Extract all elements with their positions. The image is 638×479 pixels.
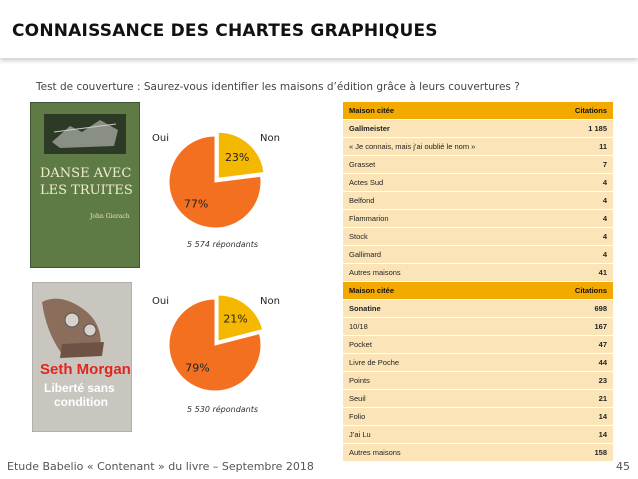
- table-row: Gallimard 4: [343, 245, 613, 264]
- table-row: Stock 4: [343, 227, 613, 246]
- pie-slice-oui: [217, 131, 265, 179]
- pie-chart-1: 23% 77%: [160, 125, 270, 235]
- title-bar: CONNAISSANCE DES CHARTES GRAPHIQUES: [0, 0, 638, 58]
- cell-citations: 4: [541, 227, 613, 246]
- cell-publisher: Stock: [343, 227, 541, 246]
- cell-citations: 7: [541, 155, 613, 174]
- table-row: Belfond 4: [343, 191, 613, 210]
- publisher-table-1: Maison citée Citations Gallmeister 1 185 …: [343, 102, 613, 282]
- page-title: CONNAISSANCE DES CHARTES GRAPHIQUES: [12, 21, 438, 41]
- svg-text:Seth Morgan: Seth Morgan: [40, 361, 131, 378]
- table-row: Autres maisons 41: [343, 263, 613, 282]
- cell-citations: 21: [541, 389, 613, 408]
- table-header-publisher: Maison citée: [343, 282, 541, 300]
- table-header-publisher: Maison citée: [343, 102, 541, 120]
- cell-citations: 4: [541, 191, 613, 210]
- cell-publisher: Pocket: [343, 335, 541, 354]
- publisher-table-2: Maison citée Citations Sonatine 698 10/18…: [343, 282, 613, 462]
- cell-citations: 44: [541, 353, 613, 372]
- table-row: Gallmeister 1 185: [343, 119, 613, 138]
- footer-text: Etude Babelio « Contenant » du livre – S…: [7, 460, 314, 473]
- pie-data-label: 21%: [223, 313, 247, 326]
- page-number: 45: [616, 460, 630, 473]
- cell-citations: 47: [541, 335, 613, 354]
- table-header-citations: Citations: [541, 282, 613, 300]
- table-row: Pocket 47: [343, 335, 613, 354]
- cell-publisher: Points: [343, 371, 541, 390]
- table-row: Sonatine 698: [343, 299, 613, 318]
- cell-publisher: Actes Sud: [343, 173, 541, 192]
- cell-citations: 4: [541, 245, 613, 264]
- respondents-2: 5 530 répondants: [187, 405, 259, 414]
- table-row: Flammarion 4: [343, 209, 613, 228]
- legend-oui-2: Oui: [152, 296, 169, 307]
- cell-publisher: Grasset: [343, 155, 541, 174]
- cell-publisher: Belfond: [343, 191, 541, 210]
- pie-data-label: 23%: [225, 151, 249, 164]
- table-row: Livre de Poche 44: [343, 353, 613, 372]
- pie-data-label: 77%: [184, 197, 208, 210]
- cell-publisher: Sonatine: [343, 299, 541, 318]
- cell-publisher: Seuil: [343, 389, 541, 408]
- cell-citations: 167: [541, 317, 613, 336]
- pie-slice-non: [168, 135, 262, 229]
- legend-non-1: Non: [260, 133, 280, 144]
- legend-non-2: Non: [260, 296, 280, 307]
- cell-publisher: Gallmeister: [343, 119, 541, 138]
- cell-publisher: Autres maisons: [343, 263, 541, 282]
- cell-publisher: Folio: [343, 407, 541, 426]
- legend-oui-1: Oui: [152, 133, 169, 144]
- respondents-1: 5 574 répondants: [187, 240, 259, 249]
- cell-citations: 11: [541, 137, 613, 156]
- cell-publisher: « Je connais, mais j’ai oublié le nom »: [343, 137, 541, 156]
- cell-citations: 23: [541, 371, 613, 390]
- table-row: 10/18 167: [343, 317, 613, 336]
- cell-citations: 698: [541, 299, 613, 318]
- cell-publisher: J’ai Lu: [343, 425, 541, 444]
- table-row: Grasset 7: [343, 155, 613, 174]
- cover-title: DANSE AVEC: [40, 166, 131, 181]
- table-header-citations: Citations: [541, 102, 613, 120]
- svg-text:Liberté sans: Liberté sans: [44, 381, 115, 395]
- cell-publisher: Flammarion: [343, 209, 541, 228]
- cell-publisher: Gallimard: [343, 245, 541, 264]
- svg-text:LES TRUITES: LES TRUITES: [40, 183, 133, 198]
- svg-text:condition: condition: [54, 395, 108, 409]
- cell-publisher: Livre de Poche: [343, 353, 541, 372]
- cell-citations: 41: [541, 263, 613, 282]
- cell-citations: 4: [541, 173, 613, 192]
- cell-citations: 158: [541, 443, 613, 462]
- book-cover-2: Seth Morgan Liberté sans condition: [31, 281, 133, 433]
- table-row: Points 23: [343, 371, 613, 390]
- cover-author: John Gierach: [89, 213, 130, 220]
- table-row: Autres maisons 158: [343, 443, 613, 462]
- table-row: « Je connais, mais j’ai oublié le nom » 1…: [343, 137, 613, 156]
- table-row: Actes Sud 4: [343, 173, 613, 192]
- table-row: Seuil 21: [343, 389, 613, 408]
- table-row: J’ai Lu 14: [343, 425, 613, 444]
- cell-citations: 1 185: [541, 119, 613, 138]
- book-cover-1: DANSE AVEC LES TRUITES John Gierach: [29, 101, 141, 269]
- pie-slice-non: [168, 298, 262, 392]
- cell-publisher: 10/18: [343, 317, 541, 336]
- pie-chart-2: 21% 79%: [160, 288, 270, 398]
- cell-publisher: Autres maisons: [343, 443, 541, 462]
- pie-data-label: 79%: [185, 362, 209, 375]
- cell-citations: 14: [541, 425, 613, 444]
- cell-citations: 14: [541, 407, 613, 426]
- pie-slice-oui: [217, 294, 264, 342]
- subtitle: Test de couverture : Saurez-vous identif…: [36, 81, 520, 93]
- table-row: Folio 14: [343, 407, 613, 426]
- cell-citations: 4: [541, 209, 613, 228]
